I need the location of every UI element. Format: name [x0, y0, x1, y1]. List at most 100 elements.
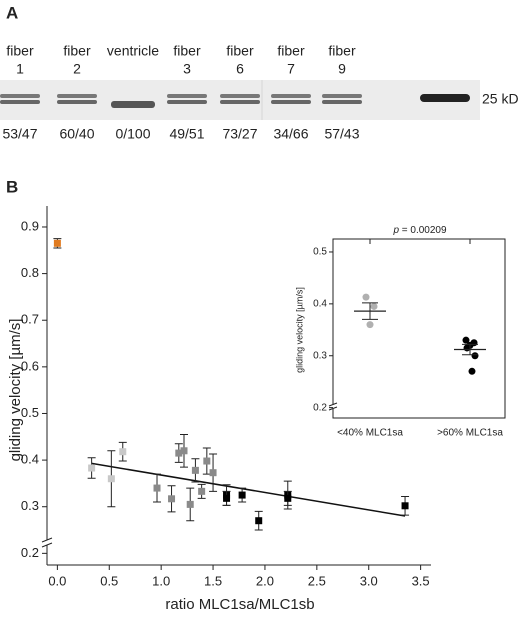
point — [153, 484, 161, 492]
sem-bar — [362, 302, 378, 320]
dot — [463, 344, 471, 352]
y-tick-label: 0.2 — [21, 545, 39, 560]
lane-label: ventricle — [107, 43, 159, 59]
y-tick-label: 0.5 — [313, 247, 327, 258]
inset-frame — [332, 238, 506, 419]
point — [186, 500, 194, 508]
lane-ratio: 57/43 — [324, 126, 359, 142]
x-tick-label: 0.5 — [100, 573, 118, 588]
panel-letter: B — [6, 177, 18, 196]
x-tick-label: 1.0 — [152, 573, 170, 588]
lane-number: 7 — [287, 61, 295, 77]
dot — [366, 321, 374, 329]
lane-number: 1 — [16, 61, 24, 77]
lane-label: fiber — [173, 43, 201, 59]
dot — [370, 302, 378, 310]
band — [271, 94, 311, 98]
lane-ratio: 60/40 — [59, 126, 94, 142]
y-tick-label: 0.6 — [21, 358, 39, 373]
x-tick-label: <40% MLC1sa — [337, 428, 403, 439]
band — [271, 100, 311, 104]
lane-label: fiber — [63, 43, 91, 59]
band — [57, 100, 97, 104]
significance-bracket — [369, 238, 471, 244]
dot — [471, 352, 479, 360]
lane-label: fiber — [6, 43, 34, 59]
lane-number: 3 — [183, 61, 191, 77]
axis-break — [329, 404, 337, 408]
point — [53, 239, 61, 247]
axis-break — [42, 540, 52, 545]
y-tick-label: 0.3 — [313, 350, 327, 361]
lane-ratio: 73/27 — [222, 126, 257, 142]
lane-number: 6 — [236, 61, 244, 77]
marker-label: 25 kD — [482, 91, 519, 107]
p-text: = 0.00209 — [402, 225, 447, 236]
x-axis-label: ratio MLC1sa/MLC1sb — [165, 596, 314, 613]
dot — [462, 336, 470, 344]
point — [209, 469, 217, 477]
band — [111, 101, 155, 108]
lane-label: fiber — [277, 43, 305, 59]
x-tick-label: 2.0 — [256, 573, 274, 588]
band — [167, 94, 207, 98]
y-tick-label: 0.7 — [21, 312, 39, 327]
y-tick-label: 0.2 — [313, 402, 327, 413]
point — [88, 464, 96, 472]
p-value: p = 0.00209 — [392, 225, 447, 236]
point — [223, 494, 231, 502]
point — [191, 466, 199, 474]
axis-break-mark — [328, 402, 338, 411]
lane-ratio: 34/66 — [273, 126, 308, 142]
point — [175, 449, 183, 457]
lane-label: fiber — [226, 43, 254, 59]
band — [167, 100, 207, 104]
point — [401, 502, 409, 510]
panel-letter: A — [6, 3, 18, 22]
point — [168, 495, 176, 503]
x-tick-label: 3.0 — [360, 573, 378, 588]
axis-break-mark — [41, 537, 53, 548]
point — [107, 475, 115, 483]
band — [322, 100, 362, 104]
x-tick-label: 2.5 — [308, 573, 326, 588]
p-symbol: p — [392, 225, 399, 236]
band — [0, 100, 40, 104]
y-tick-label: 0.4 — [313, 298, 327, 309]
lane-ratio: 53/47 — [2, 126, 37, 142]
x-tick-label: 0.0 — [48, 573, 66, 588]
point — [180, 447, 188, 455]
inset-y-axis-label: gliding velocity [µm/s] — [294, 287, 304, 373]
dot — [468, 367, 476, 375]
point — [284, 494, 292, 502]
point — [119, 448, 127, 456]
band — [57, 94, 97, 98]
fit-line — [91, 462, 406, 517]
sem-bar — [462, 343, 478, 356]
y-tick-label: 0.8 — [21, 265, 39, 280]
x-tick-label: 1.5 — [204, 573, 222, 588]
y-tick-label: 0.5 — [21, 405, 39, 420]
y-tick-label: 0.3 — [21, 498, 39, 513]
lane-number: 2 — [73, 61, 81, 77]
lane-number: 9 — [338, 61, 346, 77]
point — [238, 491, 246, 499]
y-tick-label: 0.9 — [21, 218, 39, 233]
band — [0, 94, 40, 98]
y-axis-label: gliding velocity [µm/s] — [7, 319, 24, 462]
point — [203, 457, 211, 465]
y-tick-label: 0.4 — [21, 452, 39, 467]
band — [322, 94, 362, 98]
point — [198, 487, 206, 495]
lane-ratio: 0/100 — [115, 126, 150, 142]
point — [255, 517, 263, 525]
lane-ratio: 49/51 — [169, 126, 204, 142]
band — [220, 94, 260, 98]
marker-band — [420, 94, 470, 102]
dot — [362, 293, 370, 301]
x-tick-label: >60% MLC1sa — [437, 428, 503, 439]
x-tick-label: 3.5 — [412, 573, 430, 588]
band — [220, 100, 260, 104]
lane-label: fiber — [328, 43, 356, 59]
